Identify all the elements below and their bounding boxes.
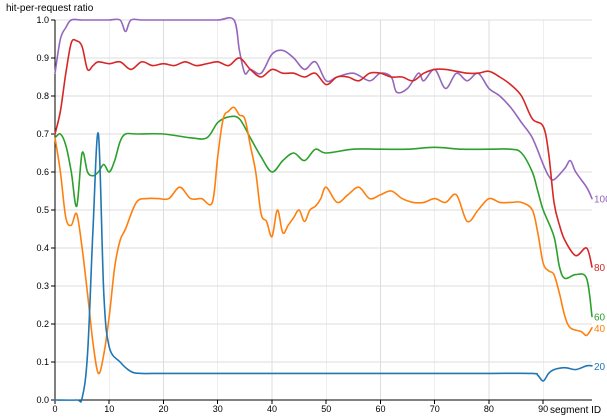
x-tick-label: 50: [321, 404, 331, 414]
y-tick-label: 0.8: [36, 91, 49, 101]
series-line-100: [54, 16, 593, 200]
x-axis-title: segment ID: [550, 405, 601, 416]
series-label-40: 40: [594, 324, 606, 335]
y-tick-label: 0.4: [36, 243, 49, 253]
series-label-20: 20: [594, 362, 606, 373]
y-tick-label: 0.6: [36, 167, 49, 177]
y-tick-label: 0.9: [36, 53, 49, 63]
x-tick-label: 60: [375, 404, 385, 414]
x-tick-label: 80: [484, 404, 494, 414]
x-tick-label: 30: [213, 404, 223, 414]
y-tick-label: 0.5: [36, 205, 49, 215]
series-line-20: [54, 132, 593, 403]
series-line-40: [54, 106, 593, 375]
series-label-60: 60: [594, 312, 606, 323]
series-lines: [54, 16, 593, 403]
x-tick-label: 90: [538, 404, 548, 414]
y-tick-label: 0.2: [36, 319, 49, 329]
x-tick-label: 20: [158, 404, 168, 414]
y-tick-label: 1.0: [36, 15, 49, 25]
series-line-80: [54, 38, 593, 268]
y-tick-label: 0.7: [36, 129, 49, 139]
y-tick-label: 0.1: [36, 357, 49, 367]
x-tick-label: 40: [267, 404, 277, 414]
x-tick-label: 70: [430, 404, 440, 414]
y-axis-title: hit-per-request ratio: [6, 3, 94, 14]
axes: 0.0 0.1 0.2 0.3 0.4 0.5 0.6 0.7 0.8 0.9 1.0 0 10 20 30…: [36, 15, 592, 414]
y-tick-label: 0.3: [36, 281, 49, 291]
x-tick-label: 0: [52, 404, 57, 414]
series-label-80: 80: [594, 263, 606, 274]
y-tick-label: 0.0: [36, 395, 49, 405]
series-label-100: 100: [594, 195, 607, 206]
x-tick-label: 10: [104, 404, 114, 414]
